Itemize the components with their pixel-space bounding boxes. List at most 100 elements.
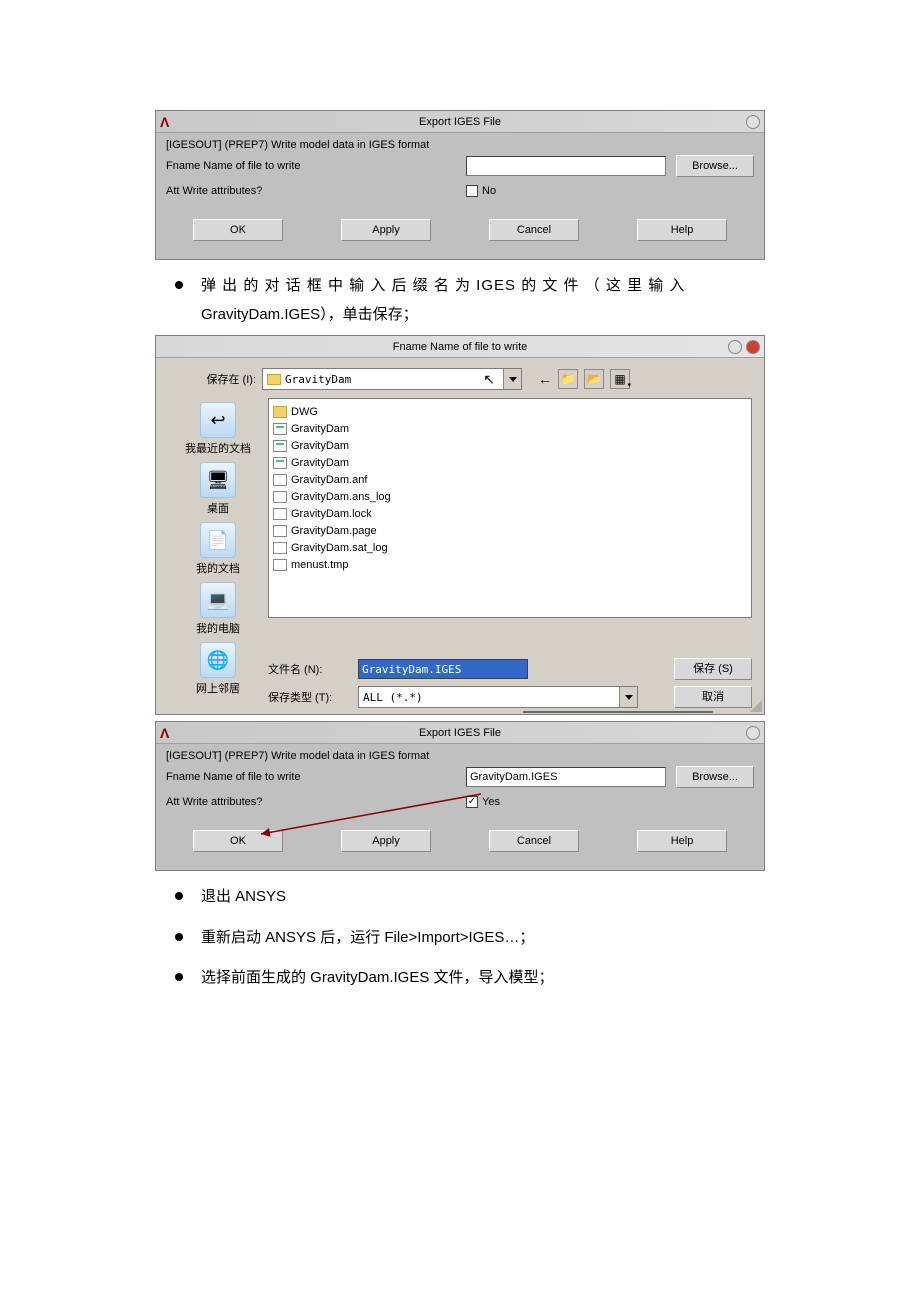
ok-button[interactable]: OK [193, 219, 283, 241]
file-name: menust.tmp [291, 559, 348, 571]
file-icon [273, 457, 287, 469]
file-list-item[interactable]: GravityDam [273, 420, 747, 437]
filetype-value: ALL (*.*) [363, 691, 423, 704]
att-checkbox-label: Yes [482, 796, 500, 808]
resize-grip-icon[interactable] [748, 698, 762, 712]
savein-combo[interactable]: GravityDam ↖ [262, 368, 522, 390]
back-icon[interactable]: ← [538, 371, 552, 387]
dropdown-icon[interactable] [503, 369, 521, 389]
cancel-save-button[interactable]: 取消 [674, 686, 752, 708]
file-icon [273, 491, 287, 503]
export-iges-dialog-2: Λ Export IGES File [IGESOUT] (PREP7) Wri… [155, 721, 765, 871]
att-label: Att Write attributes? [166, 796, 466, 808]
save-button[interactable]: 保存 (S) [674, 658, 752, 680]
dropdown-icon[interactable] [619, 687, 637, 707]
file-list-item[interactable]: GravityDam.lock [273, 505, 747, 522]
file-list-item[interactable]: GravityDam [273, 454, 747, 471]
minimize-icon[interactable] [728, 340, 742, 354]
save-titlebar: Fname Name of file to write [156, 336, 764, 358]
mycomputer-icon[interactable]: 💻 [200, 582, 236, 618]
places-bar: ↩ 我最近的文档 🖥 桌面 📄 我的文档 💻 我的电脑 🌐 网上邻居 [168, 398, 268, 708]
dialog1-titlebar: Λ Export IGES File [156, 111, 764, 133]
file-name: GravityDam [291, 440, 349, 452]
up-folder-icon[interactable]: 📁 [558, 369, 578, 389]
cursor-icon: ↖ [483, 371, 495, 388]
file-list[interactable]: DWG GravityDam GravityDam GravityDam Gravity… [268, 398, 752, 618]
view-menu-icon[interactable]: ▦▾ [610, 369, 630, 389]
mycomputer-label: 我的电脑 [168, 620, 268, 636]
fname-input-filled[interactable] [466, 767, 666, 787]
bullet-2-text: 退出 ANSYS [201, 883, 286, 912]
file-icon [273, 559, 287, 571]
file-list-item[interactable]: GravityDam.anf [273, 471, 747, 488]
file-icon [273, 525, 287, 537]
dialog3-titlebar: Λ Export IGES File [156, 722, 764, 744]
save-top-row: 保存在 (I): GravityDam ↖ ← 📁 📂 ▦▾ [168, 368, 752, 390]
bullet-4-text: 选择前面生成的 GravityDam.IGES 文件，导入模型； [201, 964, 554, 993]
att-checkbox-checked[interactable]: ✓ [466, 796, 478, 808]
dialog1-body: [IGESOUT] (PREP7) Write model data in IG… [156, 133, 764, 259]
file-name: DWG [291, 406, 318, 418]
bullet-1-text-b: GravityDam.IGES），单击保存； [201, 301, 685, 330]
close-icon[interactable] [746, 726, 760, 740]
file-icon [273, 423, 287, 435]
dialog3-title: Export IGES File [419, 727, 501, 739]
apply-button[interactable]: Apply [341, 219, 431, 241]
att-label: Att Write attributes? [166, 185, 466, 197]
mydocs-icon[interactable]: 📄 [200, 522, 236, 558]
file-list-item[interactable]: GravityDam.page [273, 522, 747, 539]
fname-label: Fname Name of file to write [166, 771, 466, 783]
folder-icon [273, 406, 287, 418]
dialog3-header-text: [IGESOUT] (PREP7) Write model data in IG… [166, 750, 754, 762]
help-button[interactable]: Help [637, 830, 727, 852]
network-icon[interactable]: 🌐 [200, 642, 236, 678]
bullet-dot-icon [175, 281, 183, 289]
att-checkbox[interactable] [466, 185, 478, 197]
savein-folder: GravityDam [285, 373, 351, 386]
bullet-dot-icon [175, 973, 183, 981]
file-name: GravityDam [291, 457, 349, 469]
bullet-1: 弹 出 的 对 话 框 中 输 入 后 缀 名 为 IGES 的 文 件 （ 这… [175, 272, 765, 329]
lambda-icon: Λ [160, 114, 169, 130]
desktop-icon[interactable]: 🖥 [200, 462, 236, 498]
new-folder-icon[interactable]: 📂 [584, 369, 604, 389]
filetype-label: 保存类型 (T): [268, 689, 358, 705]
dialog1-title: Export IGES File [419, 116, 501, 128]
dialog3-body: [IGESOUT] (PREP7) Write model data in IG… [156, 744, 764, 870]
recent-icon[interactable]: ↩ [200, 402, 236, 438]
file-icon [273, 542, 287, 554]
mydocs-label: 我的文档 [168, 560, 268, 576]
bullet-1-text: 弹 出 的 对 话 框 中 输 入 后 缀 名 为 IGES 的 文 件 （ 这… [201, 272, 685, 301]
lambda-icon: Λ [160, 725, 169, 741]
bullet-dot-icon [175, 892, 183, 900]
filename-input[interactable] [358, 659, 528, 679]
browse-button[interactable]: Browse... [676, 766, 754, 788]
apply-button[interactable]: Apply [341, 830, 431, 852]
fname-input[interactable] [466, 156, 666, 176]
file-list-item[interactable]: GravityDam.ans_log [273, 488, 747, 505]
file-list-item[interactable]: menust.tmp [273, 556, 747, 573]
bullet-3-text: 重新启动 ANSYS 后，运行 File>Import>IGES…； [201, 924, 534, 953]
help-button[interactable]: Help [637, 219, 727, 241]
file-icon [273, 440, 287, 452]
browse-button[interactable]: Browse... [676, 155, 754, 177]
bullet-4: 选择前面生成的 GravityDam.IGES 文件，导入模型； [175, 964, 765, 993]
close-icon[interactable] [746, 340, 760, 354]
file-list-item[interactable]: GravityDam.sat_log [273, 539, 747, 556]
ok-button[interactable]: OK [193, 830, 283, 852]
export-iges-dialog-1: Λ Export IGES File [IGESOUT] (PREP7) Wri… [155, 110, 765, 260]
close-icon[interactable] [746, 115, 760, 129]
file-list-item[interactable]: GravityDam [273, 437, 747, 454]
recent-label: 我最近的文档 [168, 440, 268, 456]
file-save-dialog: Fname Name of file to write 保存在 (I): Gra… [155, 335, 765, 715]
folder-icon [267, 374, 281, 385]
bullet-2: 退出 ANSYS [175, 883, 765, 912]
cancel-button[interactable]: Cancel [489, 219, 579, 241]
savein-label: 保存在 (I): [168, 371, 256, 387]
file-name: GravityDam.sat_log [291, 542, 388, 554]
cancel-button[interactable]: Cancel [489, 830, 579, 852]
filetype-combo[interactable]: ALL (*.*) [358, 686, 638, 708]
file-list-item[interactable]: DWG [273, 403, 747, 420]
file-name: GravityDam.ans_log [291, 491, 391, 503]
save-toolbar: ← 📁 📂 ▦▾ [538, 369, 630, 389]
